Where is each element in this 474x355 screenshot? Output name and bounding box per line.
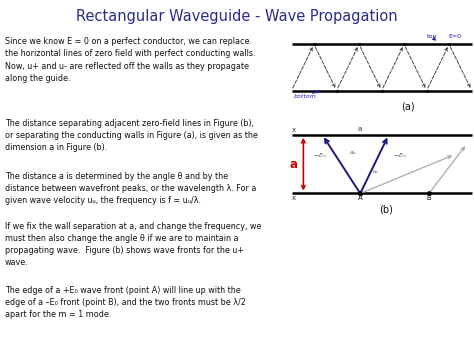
Text: top: top [427,34,437,39]
Text: The distance a is determined by the angle θ and by the
distance between wavefron: The distance a is determined by the angl… [5,172,256,206]
Text: E=0: E=0 [448,34,461,39]
Text: (b): (b) [379,204,393,214]
Text: x: x [292,195,296,201]
Text: Since we know E = 0 on a perfect conductor, we can replace
the horizontal lines : Since we know E = 0 on a perfect conduct… [5,37,255,83]
Text: The edge of a +E₀ wave front (point A) will line up with the
edge of a –E₀ front: The edge of a +E₀ wave front (point A) w… [5,286,246,319]
Text: x: x [292,127,296,133]
Text: $-E_o$: $-E_o$ [313,151,327,160]
Text: (a): (a) [401,101,414,111]
Text: Rectangular Waveguide - Wave Propagation: Rectangular Waveguide - Wave Propagation [76,9,398,24]
Text: bottom: bottom [294,94,317,99]
Text: B: B [427,195,431,201]
Text: $a_u$: $a_u$ [349,149,358,158]
Text: $u_c$: $u_c$ [372,168,380,176]
Text: a: a [358,126,362,132]
Text: A: A [358,195,363,201]
Text: $-E_o$: $-E_o$ [393,151,407,160]
Text: a: a [289,158,297,171]
Text: The distance separating adjacent zero-field lines in Figure (b),
or separating t: The distance separating adjacent zero-fi… [5,119,257,152]
Text: If we fix the wall separation at a, and change the frequency, we
must then also : If we fix the wall separation at a, and … [5,222,261,267]
